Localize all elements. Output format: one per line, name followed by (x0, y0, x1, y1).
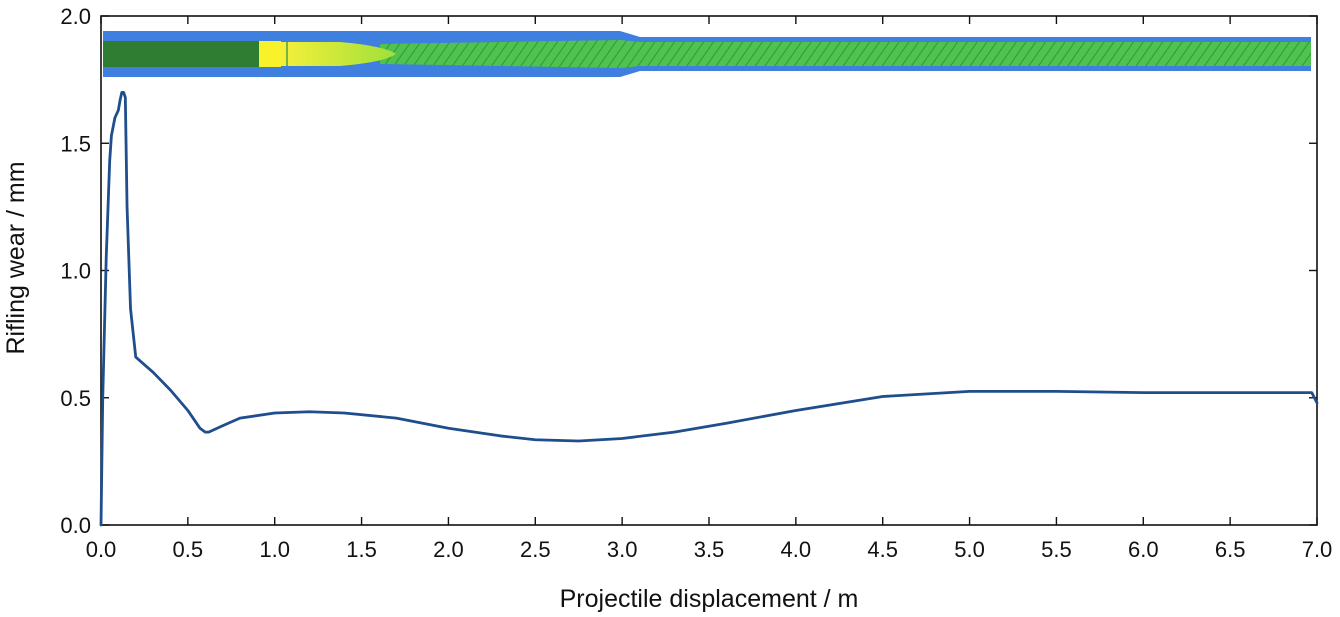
chamber-region (103, 41, 259, 67)
y-tick-label: 2.0 (60, 4, 91, 29)
x-tick-label: 5.5 (1041, 537, 1072, 562)
series-layer (99, 90, 1319, 527)
x-tick-label: 3.5 (694, 537, 725, 562)
y-tick-label: 1.5 (60, 131, 91, 156)
plot-axes (100, 15, 1318, 526)
x-tick-label: 2.0 (433, 537, 464, 562)
projectile-base (259, 41, 281, 67)
x-tick-label: 2.5 (520, 537, 551, 562)
x-tick-label: 0.5 (173, 537, 204, 562)
plot-frame (100, 15, 1318, 526)
x-tick-label: 4.0 (781, 537, 812, 562)
y-tick-label: 0.0 (60, 513, 91, 538)
x-tick-label: 4.5 (867, 537, 898, 562)
x-tick-label: 0.0 (86, 537, 117, 562)
x-tick-label: 7.0 (1302, 537, 1333, 562)
x-axis-title: Projectile displacement / m (560, 585, 859, 613)
tick-labels: 0.0 0.5 1.0 1.5 2.0 2.5 3.0 3.5 4.0 4.5 5.0 5.5 6.0 6… (60, 4, 1332, 562)
x-tick-label: 1.5 (346, 537, 377, 562)
y-tick-label: 0.5 (60, 386, 91, 411)
barrel-inset-image (103, 31, 1311, 77)
x-tick-label: 3.0 (607, 537, 638, 562)
x-tick-label: 5.0 (954, 537, 985, 562)
x-tick-label: 6.5 (1215, 537, 1246, 562)
y-axis-title: Rifling wear / mm (2, 161, 30, 354)
tick-marks (100, 15, 1318, 526)
projectile-body (281, 42, 396, 66)
bore-region (380, 40, 1311, 68)
x-tick-label: 6.0 (1128, 537, 1159, 562)
y-tick-label: 1.0 (60, 259, 91, 284)
x-tick-label: 1.0 (259, 537, 290, 562)
series-line-1 (99, 90, 1319, 527)
